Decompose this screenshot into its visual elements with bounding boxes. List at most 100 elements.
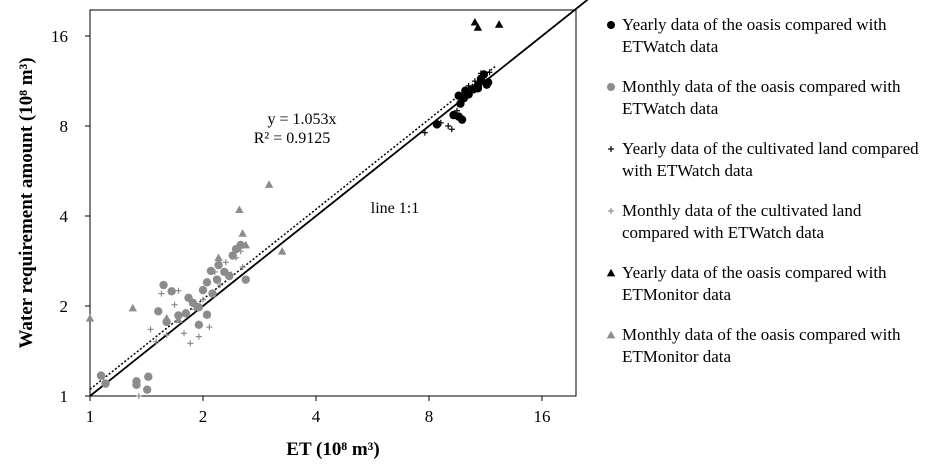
r-squared: R² = 0.9125 [254,130,331,147]
data-point-plus [471,78,478,85]
data-point-plus [448,126,455,133]
x-tick-label: 4 [312,407,321,426]
plot-area-frame [89,9,577,397]
data-point-triangle [235,205,244,214]
legend-item: Yearly data of the oasis compared with E… [606,262,931,306]
data-point-plus [135,393,142,399]
data-point-triangle [606,268,616,277]
data-point-circle [483,78,493,87]
one-to-one-line [89,0,589,397]
legend-label: Monthly data of the oasis compared with … [622,325,901,366]
data-point-plus [465,82,472,89]
data-point-plus [477,70,484,77]
data-point-plus [158,290,165,297]
y-tick-label: 1 [60,387,69,406]
data-points [85,17,504,399]
data-point-circle [194,320,204,330]
data-point-plus [187,340,194,347]
data-point-triangle [238,229,247,237]
y-tick-label: 2 [60,297,69,316]
data-point-circle [202,278,212,287]
legend-symbol-plus [608,146,614,152]
data-point-plus [454,107,461,114]
y-axis-title: Water requirement amount (10⁸ m³) [16,57,37,348]
data-point-plus [181,330,188,337]
data-point-triangle [606,330,616,339]
data-point-triangle [162,314,171,322]
data-point-plus [233,254,240,261]
data-point-circle [142,385,152,394]
data-point-plus [147,326,154,333]
scatter-chart: 1 2 4 8 16 1 2 4 8 16 ET (10⁸ m³) Water requirem… [16,0,589,460]
data-point-plus [239,264,246,271]
data-point-circle [174,311,183,320]
legend-label: Monthly data of the cultivated land comp… [622,201,862,242]
legend-item: Yearly data of the oasis compared with E… [606,14,931,58]
legend-item: Monthly data of the oasis compared with … [606,76,931,120]
y-tick-label: 4 [60,207,69,226]
data-point-circle [473,84,483,93]
data-point-plus [608,146,614,152]
data-point-circle [607,83,615,91]
data-point-triangle [277,247,287,255]
data-point-triangle [494,20,504,28]
data-point-triangle [85,314,95,322]
data-point-triangle [473,23,483,31]
data-point-circle [132,380,141,390]
chart-legend: Yearly data of the oasis compared with E… [606,14,931,386]
data-point-circle [194,303,204,312]
data-point-circle [198,285,208,295]
data-point-plus [195,333,202,340]
legend-item: Yearly data of the cultivated land compa… [606,138,931,182]
legend-symbol-circle [607,21,615,29]
data-point-circle [607,21,615,29]
fit-equation: y = 1.053x [267,111,336,128]
line-1to1-label: line 1:1 [371,200,419,217]
data-point-circle [479,70,489,79]
data-point-plus [421,129,428,136]
data-point-plus [437,119,444,126]
data-point-plus [163,331,170,338]
data-point-plus [222,259,229,266]
legend-item: Monthly data of the oasis compared with … [606,324,931,368]
y-axis-ticks: 1 2 4 8 16 [51,27,90,406]
legend-symbol-plus [608,208,614,214]
data-point-circle [188,298,198,307]
data-point-plus [211,268,218,275]
legend-label: Yearly data of the oasis compared with E… [622,263,887,304]
data-point-plus [486,69,493,76]
legend-label: Yearly data of the cultivated land compa… [622,139,919,180]
data-point-circle [457,115,467,124]
data-point-triangle [470,17,480,26]
data-point-circle [144,372,153,381]
data-point-plus [200,296,206,303]
data-point-plus [153,338,160,345]
data-point-circle [208,289,217,298]
x-tick-label: 2 [199,407,208,426]
data-point-circle [225,271,234,281]
data-point-circle [214,260,223,270]
data-point-circle [167,287,176,296]
legend-item: Monthly data of the cultivated land comp… [606,200,931,244]
data-point-plus [228,271,235,278]
x-tick-label: 1 [86,407,95,426]
legend-label: Monthly data of the oasis compared with … [622,77,901,118]
data-point-plus [171,301,178,308]
data-point-circle [101,379,110,388]
legend-symbol-circle [607,83,615,91]
data-point-plus [206,324,213,331]
data-point-plus [217,282,224,289]
legend-symbol-triangle [606,330,616,339]
y-tick-label: 8 [60,117,69,136]
data-point-circle [202,310,212,319]
data-point-circle [154,307,163,316]
data-point-plus [608,208,614,214]
data-point-circle [159,280,168,290]
data-point-triangle [264,180,274,188]
data-point-triangle [214,253,223,262]
data-point-circle [181,309,191,318]
data-point-triangle [174,315,183,324]
data-point-plus [237,248,244,255]
data-point-plus [445,123,452,129]
x-tick-label: 8 [425,407,434,426]
